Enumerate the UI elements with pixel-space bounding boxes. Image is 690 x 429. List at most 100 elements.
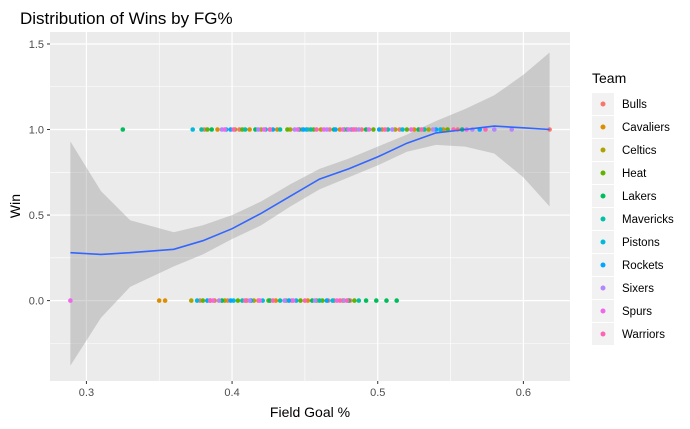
point-pistons <box>190 127 195 132</box>
legend-label-sixers: Sixers <box>622 283 654 295</box>
point-spurs <box>290 298 296 303</box>
point-sixers <box>356 127 362 132</box>
point-pistons <box>194 298 200 303</box>
point-heat <box>205 127 210 132</box>
legend-label-lakers: Lakers <box>622 191 657 203</box>
x-tick-label: 0.4 <box>224 387 239 399</box>
point-spurs <box>321 127 327 132</box>
y-tick-label: 0.0 <box>29 296 44 308</box>
point-cavaliers <box>162 298 168 303</box>
legend-label-bulls: Bulls <box>622 99 647 111</box>
point-sixers <box>247 298 252 303</box>
point-heat <box>298 298 303 303</box>
legend-label-celtics: Celtics <box>622 145 657 157</box>
legend-swatch-celtics <box>600 147 606 153</box>
legend-swatch-lakers <box>600 193 606 199</box>
legend-swatch-rockets <box>600 262 606 268</box>
point-warriors <box>270 298 276 303</box>
x-axis: 0.3 0.4 0.5 0.6 <box>79 381 531 399</box>
point-warriors <box>267 127 273 132</box>
point-sixers <box>255 127 261 132</box>
point-warriors <box>344 298 350 303</box>
y-tick-label: 1.0 <box>29 125 44 137</box>
legend-swatch-sixers <box>600 285 606 291</box>
point-heat <box>285 127 290 132</box>
point-pistons <box>400 127 405 132</box>
point-warriors <box>231 127 236 132</box>
plot-panel <box>50 32 570 381</box>
point-spurs <box>68 298 73 303</box>
point-warriors <box>337 298 343 303</box>
point-mavericks <box>356 298 362 303</box>
point-spurs <box>366 127 372 132</box>
point-spurs <box>340 127 346 132</box>
legend-swatch-pistons <box>600 239 606 245</box>
point-pistons <box>438 127 443 132</box>
smooth-trend-line <box>70 125 550 256</box>
minor-gridlines <box>50 32 570 381</box>
point-sixers <box>492 127 497 132</box>
point-sixers <box>390 127 395 132</box>
y-axis-title: Win <box>7 194 23 218</box>
point-mavericks <box>308 127 314 132</box>
legend-label-spurs: Spurs <box>622 306 652 318</box>
point-sixers <box>312 298 318 303</box>
point-cavaliers <box>215 127 220 132</box>
point-heat <box>235 298 241 303</box>
y-axis: 0.0 0.5 1.0 1.5 <box>29 39 50 308</box>
x-tick-label: 0.3 <box>79 387 94 399</box>
legend-label-heat: Heat <box>622 168 647 180</box>
point-rockets <box>286 298 292 303</box>
point-lakers <box>209 127 214 132</box>
point-sixers <box>282 298 287 303</box>
legend-label-cavaliers: Cavaliers <box>622 122 670 134</box>
point-lakers <box>394 298 400 303</box>
point-cavaliers <box>156 298 162 303</box>
point-warriors <box>382 127 388 132</box>
point-mavericks <box>277 127 283 132</box>
point-mavericks <box>317 298 322 303</box>
point-spurs <box>222 127 228 132</box>
point-celtics <box>189 298 194 303</box>
point-warriors <box>483 127 488 132</box>
legend-swatch-bulls <box>600 101 606 107</box>
legend-swatch-warriors <box>600 331 606 337</box>
point-spurs <box>257 298 263 303</box>
legend-swatch-spurs <box>600 308 606 314</box>
point-heat <box>404 127 410 132</box>
legend-label-warriors: Warriors <box>622 329 665 341</box>
y-tick-label: 1.5 <box>29 39 44 51</box>
point-spurs <box>261 127 267 132</box>
point-heat <box>352 298 357 303</box>
point-rockets <box>228 298 233 303</box>
legend-title: Team <box>592 70 626 86</box>
point-mavericks <box>277 298 283 303</box>
legend-label-mavericks: Mavericks <box>622 214 674 226</box>
point-sixers <box>430 127 436 132</box>
point-mavericks <box>242 127 248 132</box>
point-warriors <box>302 298 308 303</box>
chart-title: Distribution of Wins by FG% <box>20 9 233 28</box>
x-tick-label: 0.5 <box>370 387 385 399</box>
point-heat <box>200 298 206 303</box>
legend-swatch-mavericks <box>600 216 606 222</box>
point-heat <box>371 127 376 132</box>
point-lakers <box>120 127 126 132</box>
point-warriors <box>314 127 319 132</box>
point-lakers <box>363 298 369 303</box>
point-spurs <box>346 127 351 132</box>
legend-label-rockets: Rockets <box>622 260 664 272</box>
point-rockets <box>301 127 306 132</box>
point-mavericks <box>199 127 204 132</box>
legend-swatch-cavaliers <box>600 124 606 130</box>
point-sixers <box>509 127 514 132</box>
point-sixers <box>216 298 222 303</box>
y-tick-label: 0.5 <box>29 210 44 222</box>
x-axis-title: Field Goal % <box>270 404 350 420</box>
point-cavaliers <box>247 127 252 132</box>
point-warriors <box>207 298 213 303</box>
point-warriors <box>419 127 424 132</box>
point-lakers <box>374 298 379 303</box>
legend-label-pistons: Pistons <box>622 237 660 249</box>
